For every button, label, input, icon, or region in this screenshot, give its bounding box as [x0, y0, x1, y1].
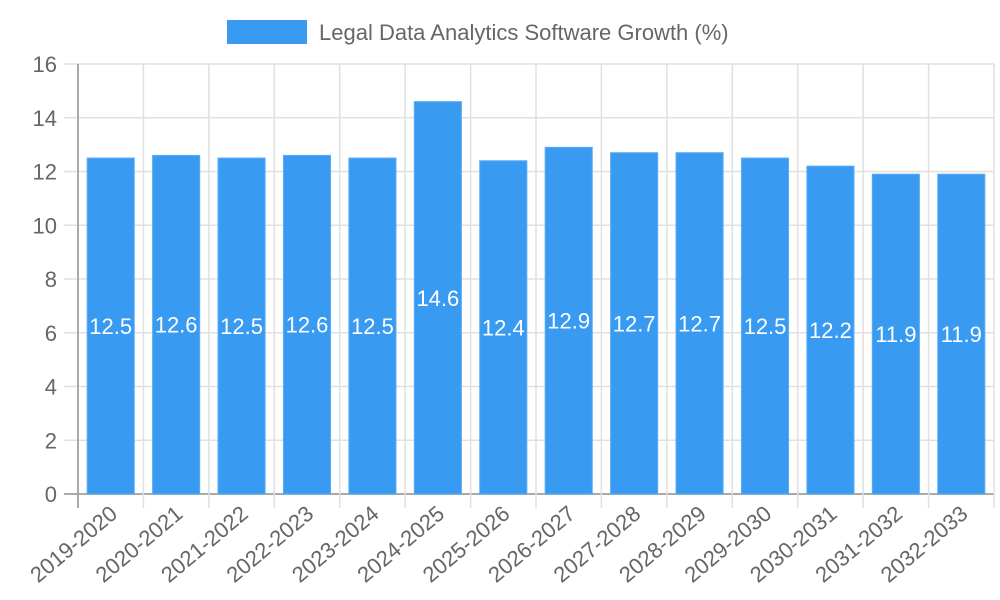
- y-tick-label: 0: [45, 482, 57, 507]
- bar: [806, 165, 855, 495]
- bar-value-label: 12.2: [809, 318, 852, 343]
- bar-value-label: 12.6: [155, 313, 198, 338]
- bar-value-label: 12.9: [547, 309, 590, 334]
- x-axis: 2019-20202020-20212021-20222022-20232023…: [25, 501, 972, 588]
- bar: [348, 157, 397, 495]
- y-tick-label: 14: [33, 106, 57, 131]
- bar: [282, 154, 332, 495]
- y-tick-label: 4: [45, 375, 57, 400]
- y-axis: 0 2 4 6 8 10 12 14 16: [33, 52, 57, 507]
- bar: [675, 152, 724, 495]
- bar-value-label: 11.9: [941, 322, 982, 347]
- y-tick-label: 8: [45, 267, 57, 292]
- bar-value-label: 12.5: [220, 314, 263, 339]
- legend[interactable]: Legal Data Analytics Software Growth (%): [227, 20, 729, 45]
- bars: 12.5 12.6 12.5 12.6 12.5 14.6 12.4 12.9 12.7 12.7…: [86, 101, 986, 495]
- bar-value-label: 12.5: [89, 314, 132, 339]
- bar: [217, 157, 266, 495]
- gridlines: [64, 63, 995, 508]
- y-tick-label: 6: [45, 321, 57, 346]
- bar-value-label: 12.4: [482, 315, 525, 340]
- bar: [152, 154, 201, 495]
- bar-value-label: 12.7: [613, 311, 656, 336]
- bar: [479, 160, 528, 495]
- bar-value-label: 12.6: [286, 313, 329, 338]
- y-tick-label: 2: [45, 428, 57, 453]
- bar: [413, 101, 462, 495]
- bar-value-label: 14.6: [416, 286, 459, 311]
- y-tick-label: 16: [33, 52, 57, 77]
- bar: [544, 146, 593, 495]
- bar: [871, 173, 920, 495]
- y-tick-label: 10: [33, 213, 57, 238]
- y-tick-label: 12: [33, 160, 57, 185]
- legend-swatch: [227, 20, 307, 44]
- bar: [86, 157, 135, 495]
- bar-value-label: 12.5: [744, 314, 787, 339]
- bar-value-label: 12.7: [678, 311, 721, 336]
- bar: [740, 157, 790, 495]
- bar-value-label: 11.9: [875, 322, 916, 347]
- bar: [937, 173, 986, 495]
- bar: [610, 152, 659, 495]
- bar-value-label: 12.5: [351, 314, 394, 339]
- legend-label: Legal Data Analytics Software Growth (%): [319, 20, 729, 45]
